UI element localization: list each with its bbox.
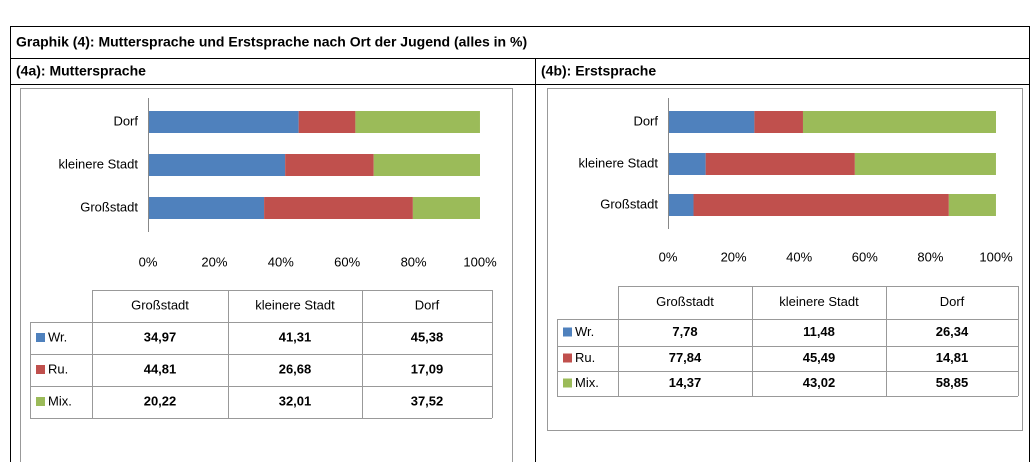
bar-segment	[285, 154, 374, 176]
bar-segment	[754, 111, 803, 133]
data-label: 37,52	[411, 393, 444, 408]
bar-segment	[355, 111, 480, 133]
x-tick-label: 20%	[721, 249, 747, 264]
x-tick-label: 80%	[917, 249, 943, 264]
x-tick-label: 60%	[334, 254, 360, 269]
x-tick-label: 100%	[463, 254, 497, 269]
x-tick-label: 100%	[979, 249, 1013, 264]
data-label: 14,37	[669, 375, 702, 390]
legend-label: Wr.	[48, 329, 67, 344]
bar-segment	[148, 154, 286, 176]
outer-frame	[10, 26, 1030, 462]
bar-segment	[264, 197, 413, 219]
data-label: 26,34	[936, 324, 969, 339]
table-header: kleinere Stadt	[255, 297, 335, 312]
legend-label: Ru.	[575, 350, 595, 365]
table-header: Dorf	[415, 297, 440, 312]
x-tick-label: 40%	[268, 254, 294, 269]
x-tick-label: 20%	[201, 254, 227, 269]
table-header: kleinere Stadt	[779, 294, 859, 309]
data-label: 17,09	[411, 361, 444, 376]
page-title: Graphik (4): Muttersprache und Erstsprac…	[16, 34, 527, 50]
table-header: Dorf	[940, 294, 965, 309]
data-label: 45,49	[803, 350, 836, 365]
x-tick-label: 0%	[659, 249, 678, 264]
data-label: 58,85	[936, 375, 969, 390]
data-label: 34,97	[144, 329, 177, 344]
bar-segment	[693, 194, 949, 216]
y-tick-label: Dorf	[113, 113, 138, 128]
bar-segment	[854, 153, 996, 175]
bar-segment	[705, 153, 855, 175]
x-tick-label: 40%	[786, 249, 812, 264]
legend-swatch	[563, 327, 572, 337]
bar-segment	[668, 153, 706, 175]
legend-swatch	[36, 365, 45, 374]
bar-segment	[298, 111, 356, 133]
chart-frame	[20, 88, 513, 462]
bar-segment	[668, 111, 755, 133]
data-label: 20,22	[144, 393, 177, 408]
data-label: 41,31	[279, 329, 312, 344]
bar-segment	[668, 194, 694, 216]
x-tick-label: 80%	[401, 254, 427, 269]
chart-title: (4b): Erstsprache	[541, 63, 656, 79]
y-tick-label: Großstadt	[600, 196, 658, 211]
legend-label: Wr.	[575, 324, 594, 339]
data-label: 43,02	[803, 375, 836, 390]
data-label: 44,81	[144, 361, 177, 376]
data-label: 45,38	[411, 329, 444, 344]
x-tick-label: 60%	[852, 249, 878, 264]
data-label: 77,84	[669, 350, 702, 365]
legend-swatch	[563, 353, 572, 363]
legend-swatch	[563, 378, 572, 388]
y-tick-label: kleinere Stadt	[579, 155, 659, 170]
y-tick-label: Großstadt	[80, 199, 138, 214]
table-header: Großstadt	[131, 297, 189, 312]
chart-frame	[547, 88, 1023, 431]
data-label: 11,48	[803, 324, 835, 339]
legend-swatch	[36, 397, 45, 406]
bar-segment	[948, 194, 996, 216]
data-label: 14,81	[936, 350, 969, 365]
chart-title: (4a): Muttersprache	[16, 63, 146, 79]
data-label: 7,78	[672, 324, 697, 339]
data-label: 32,01	[279, 393, 312, 408]
y-tick-label: Dorf	[633, 113, 658, 128]
legend-label: Ru.	[48, 361, 68, 376]
bar-segment	[148, 197, 265, 219]
x-tick-label: 0%	[139, 254, 158, 269]
legend-label: Mix.	[575, 375, 599, 390]
data-label: 26,68	[279, 361, 312, 376]
bar-segment	[802, 111, 996, 133]
legend-label: Mix.	[48, 393, 72, 408]
bar-segment	[373, 154, 480, 176]
bar-segment	[412, 197, 480, 219]
legend-swatch	[36, 333, 45, 342]
y-tick-label: kleinere Stadt	[59, 156, 139, 171]
table-header: Großstadt	[656, 294, 714, 309]
bar-segment	[148, 111, 299, 133]
